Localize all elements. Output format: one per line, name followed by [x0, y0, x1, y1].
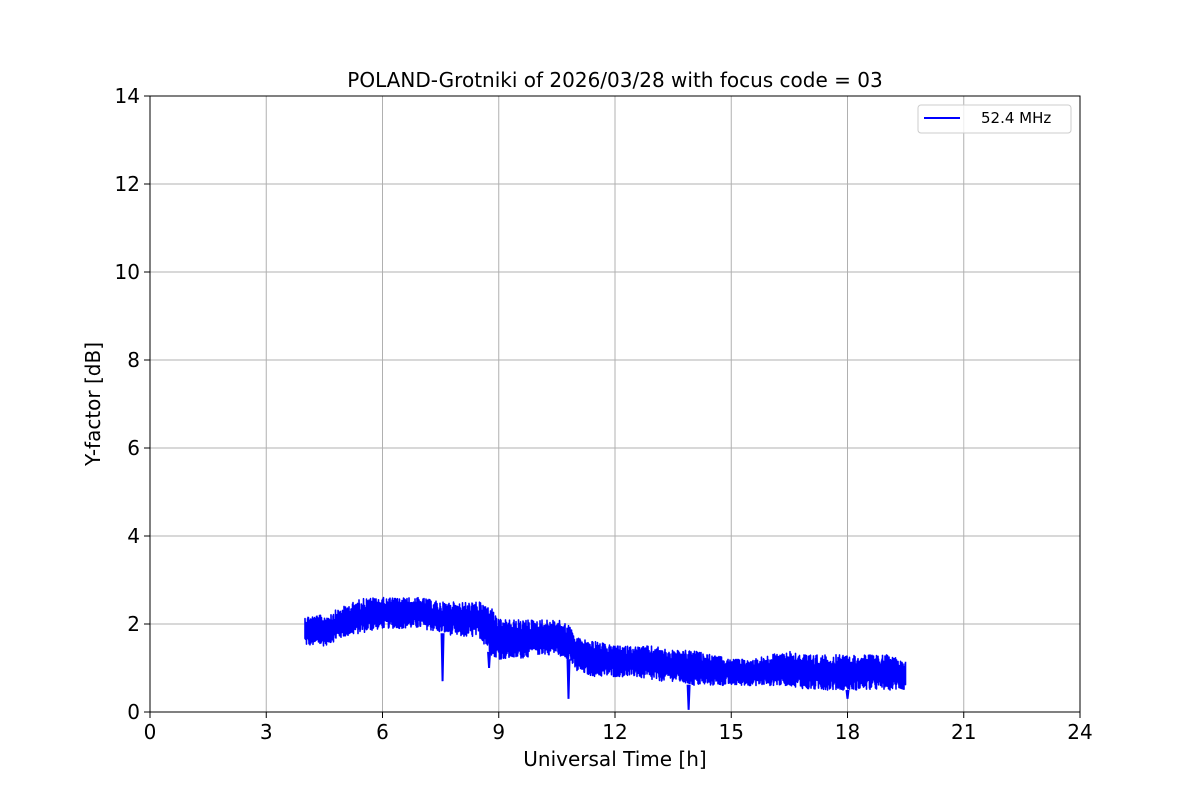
series-dip	[845, 689, 850, 699]
y-axis-label: Y-factor [dB]	[81, 342, 105, 467]
y-tick-label: 10	[115, 260, 140, 284]
series-dip	[487, 651, 492, 669]
series-layer	[304, 596, 907, 710]
y-tick-label: 0	[127, 700, 140, 724]
legend: 52.4 MHz	[917, 104, 1072, 134]
x-tick-label: 12	[602, 720, 627, 744]
y-tick-label: 12	[115, 172, 140, 196]
x-tick-label: 6	[376, 720, 389, 744]
grid	[149, 95, 1081, 713]
y-tick-label: 14	[115, 84, 140, 108]
x-axis-label: Universal Time [h]	[523, 747, 706, 771]
y-tick-label: 6	[127, 436, 140, 460]
chart-title: POLAND-Grotniki of 2026/03/28 with focus…	[347, 68, 882, 92]
x-tick-label: 3	[260, 720, 273, 744]
x-tick-label: 15	[719, 720, 744, 744]
x-tick-label: 18	[835, 720, 860, 744]
legend-box	[917, 104, 1072, 134]
y-tick-label: 8	[127, 348, 140, 372]
series-dip	[686, 684, 691, 710]
series-dip	[566, 659, 571, 699]
y-tick-label: 2	[127, 612, 140, 636]
y-tick-label: 4	[127, 524, 140, 548]
x-tick-label: 21	[951, 720, 976, 744]
legend-label: 52.4 MHz	[981, 109, 1051, 127]
series-line-52-4-mhz	[304, 596, 907, 691]
x-tick-label: 0	[144, 720, 157, 744]
x-tick-label: 24	[1067, 720, 1092, 744]
x-tick-label: 9	[492, 720, 505, 744]
series-dip	[440, 633, 445, 682]
